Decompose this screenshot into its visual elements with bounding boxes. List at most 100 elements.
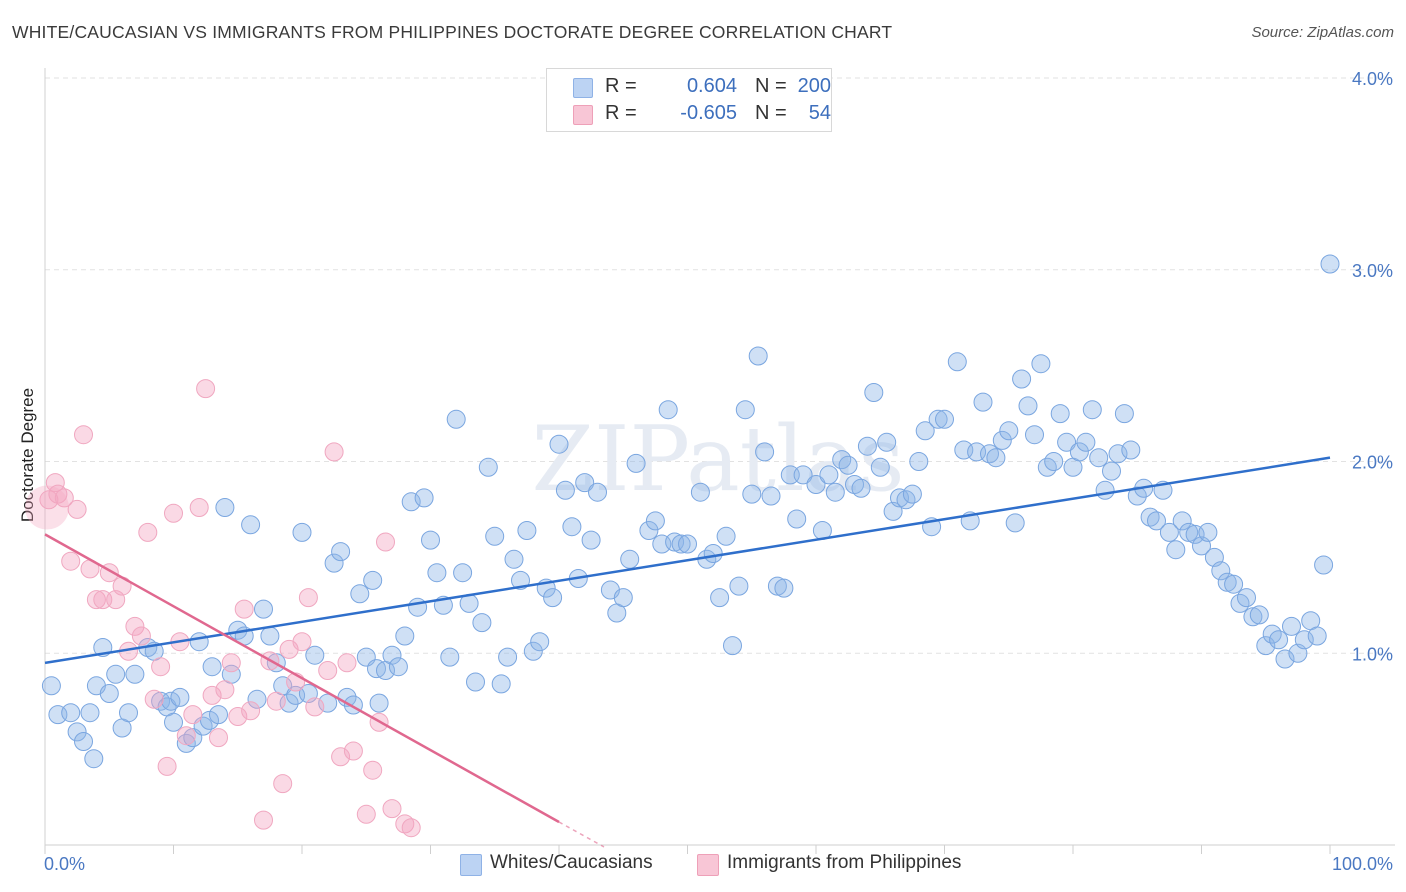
point-philippines bbox=[241, 701, 261, 721]
point-whites bbox=[80, 703, 100, 723]
point-philippines bbox=[305, 697, 325, 717]
point-whites bbox=[1127, 486, 1147, 506]
point-whites bbox=[215, 498, 235, 517]
point-whites bbox=[1217, 572, 1237, 592]
point-whites bbox=[466, 672, 485, 692]
point-whites bbox=[1005, 513, 1025, 533]
point-whites bbox=[992, 430, 1012, 450]
point-philippines bbox=[131, 626, 151, 646]
point-philippines bbox=[221, 653, 241, 673]
point-whites bbox=[1269, 630, 1289, 650]
point-philippines bbox=[125, 616, 145, 636]
point-whites bbox=[748, 346, 768, 366]
point-whites bbox=[626, 453, 646, 473]
legend-n-value: 54 bbox=[808, 102, 831, 124]
point-philippines bbox=[376, 532, 395, 552]
point-whites bbox=[241, 515, 261, 535]
point-whites bbox=[382, 645, 402, 665]
point-philippines bbox=[183, 705, 203, 725]
point-whites bbox=[555, 480, 575, 500]
point-whites bbox=[1256, 636, 1276, 656]
point-whites bbox=[787, 509, 807, 529]
point-whites bbox=[735, 400, 755, 420]
point-philippines bbox=[266, 691, 286, 711]
point-whites bbox=[877, 432, 897, 452]
point-whites bbox=[350, 584, 370, 604]
point-philippines bbox=[138, 522, 158, 542]
point-whites bbox=[639, 521, 659, 540]
point-philippines bbox=[292, 632, 312, 652]
point-whites bbox=[678, 534, 697, 554]
point-whites bbox=[890, 488, 909, 508]
bottom-legend-swatch-blue bbox=[460, 854, 482, 876]
point-whites bbox=[331, 542, 351, 562]
point-whites bbox=[645, 511, 665, 531]
y-tick-label: 3.0% bbox=[1352, 261, 1393, 281]
point-whites bbox=[1089, 448, 1109, 468]
point-whites bbox=[1166, 540, 1186, 560]
point-whites bbox=[947, 352, 967, 372]
point-whites bbox=[67, 722, 87, 742]
point-philippines bbox=[93, 590, 113, 610]
point-philippines bbox=[45, 473, 65, 493]
x-tick-label: 0.0% bbox=[44, 854, 85, 874]
point-whites bbox=[935, 409, 954, 429]
point-philippines bbox=[234, 599, 254, 619]
point-whites bbox=[1031, 354, 1051, 374]
point-whites bbox=[864, 383, 884, 402]
point-whites bbox=[247, 689, 267, 709]
point-whites bbox=[408, 597, 428, 617]
point-whites bbox=[209, 705, 228, 725]
point-whites bbox=[119, 703, 138, 723]
point-whites bbox=[395, 626, 415, 646]
point-whites bbox=[1114, 404, 1134, 424]
point-whites bbox=[1211, 561, 1231, 581]
point-whites bbox=[74, 732, 93, 751]
point-whites bbox=[716, 526, 736, 546]
point-whites bbox=[1018, 396, 1038, 416]
point-whites bbox=[1198, 522, 1218, 542]
point-philippines bbox=[48, 484, 68, 504]
point-whites bbox=[170, 687, 190, 707]
point-whites bbox=[671, 534, 691, 554]
point-whites bbox=[106, 664, 126, 684]
point-whites bbox=[511, 570, 530, 590]
bottom-legend-label: Immigrants from Philippines bbox=[727, 852, 962, 873]
point-philippines bbox=[254, 810, 273, 830]
grid bbox=[45, 77, 1395, 654]
point-whites bbox=[902, 484, 922, 504]
point-philippines bbox=[331, 747, 351, 767]
point-whites bbox=[202, 657, 222, 677]
point-whites bbox=[588, 482, 607, 502]
point-philippines bbox=[298, 588, 318, 608]
point-philippines bbox=[324, 442, 344, 462]
axes bbox=[44, 68, 1395, 854]
y-axis-label: Doctorate Degree bbox=[18, 388, 37, 522]
point-whites bbox=[292, 522, 312, 542]
point-whites bbox=[909, 452, 929, 471]
point-whites bbox=[485, 526, 505, 546]
point-whites bbox=[543, 588, 563, 608]
point-philippines-large bbox=[25, 485, 69, 530]
point-whites bbox=[1294, 630, 1314, 650]
point-philippines bbox=[157, 756, 177, 776]
point-philippines bbox=[318, 661, 338, 680]
point-whites bbox=[1025, 425, 1044, 445]
point-whites bbox=[440, 647, 460, 667]
point-whites bbox=[1044, 452, 1064, 471]
point-whites bbox=[260, 626, 280, 646]
point-whites bbox=[1307, 626, 1327, 646]
point-philippines bbox=[343, 741, 363, 761]
point-philippines bbox=[363, 760, 383, 780]
point-philippines bbox=[74, 425, 93, 445]
point-whites bbox=[549, 434, 569, 454]
point-whites bbox=[472, 613, 492, 633]
point-whites bbox=[369, 693, 389, 713]
point-whites bbox=[851, 478, 871, 498]
point-whites bbox=[401, 492, 421, 512]
legend-swatch-pink bbox=[573, 105, 593, 125]
point-whites bbox=[1237, 588, 1256, 608]
point-whites bbox=[254, 599, 273, 619]
point-whites bbox=[1172, 511, 1192, 531]
point-whites bbox=[915, 421, 935, 441]
